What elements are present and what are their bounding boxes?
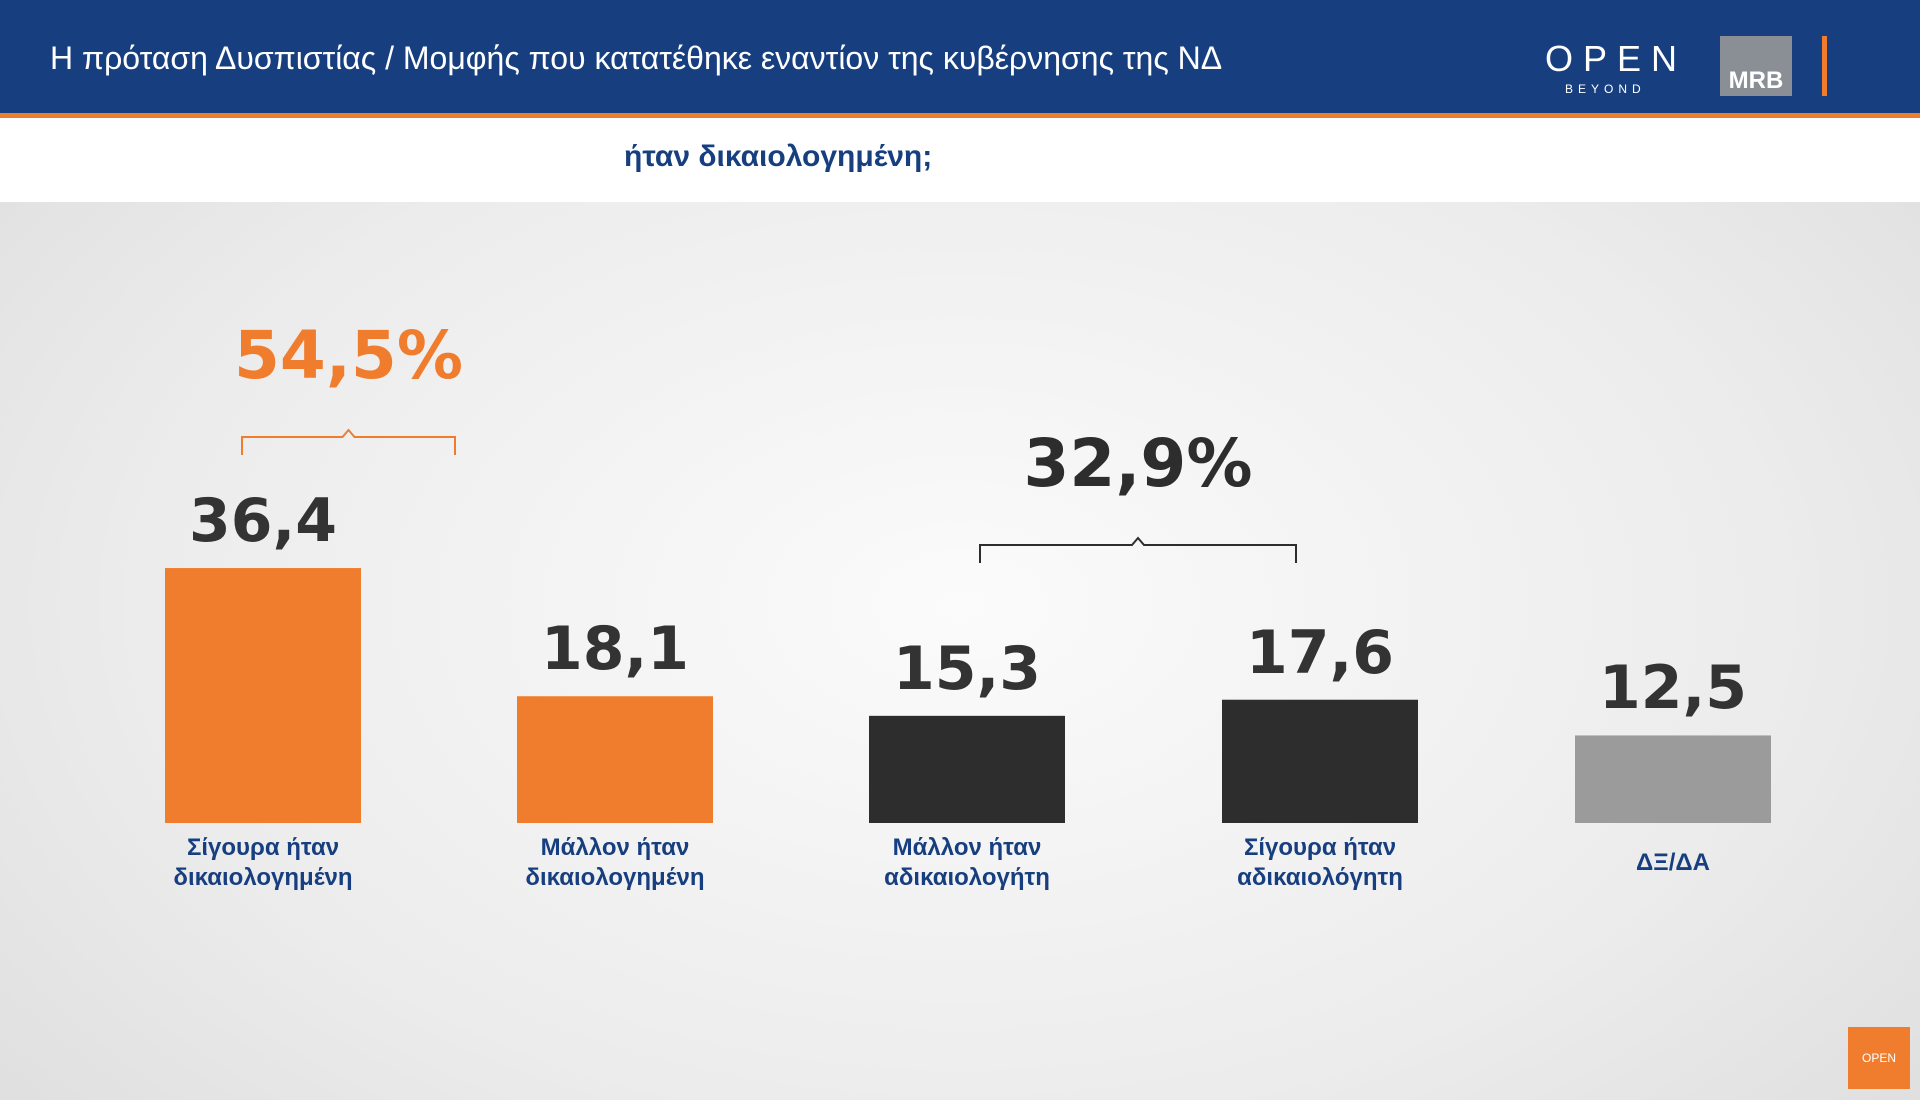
group-total: 32,9% <box>1023 425 1253 502</box>
category-label: ΔΞ/ΔΑ <box>1636 849 1710 876</box>
value-label: 17,6 <box>1245 617 1395 688</box>
bracket <box>979 536 1297 563</box>
logo: OPEN <box>1545 38 1688 79</box>
category-label: Σίγουρα ήταν αδικαιολόγητη <box>1237 834 1403 891</box>
bar <box>165 568 361 823</box>
value-label: 12,5 <box>1598 653 1748 724</box>
partner-logo: MRB <box>1720 36 1792 96</box>
value-label: 15,3 <box>892 633 1042 704</box>
group-total: 54,5% <box>234 317 463 394</box>
value-label: 36,4 <box>188 486 338 557</box>
bracket <box>241 428 456 455</box>
bar <box>1222 699 1418 823</box>
value-label: 18,1 <box>540 614 690 685</box>
category-label: Μάλλον ήταν αδικαιολογήτη <box>884 834 1050 891</box>
header-bar: Η πρόταση Δυσπιστίας / Μομφής που κατατέ… <box>0 0 1920 118</box>
subtitle: ήταν δικαιολογημένη; <box>624 140 933 173</box>
divider <box>1822 36 1827 96</box>
corner-logo: OPEN <box>1848 1027 1910 1089</box>
subtitle-bar <box>0 118 1920 202</box>
category-label: Σίγουρα ήταν δικαιολογημένη <box>173 834 353 891</box>
bar <box>517 696 713 823</box>
bar <box>1575 735 1771 823</box>
bar <box>869 715 1065 823</box>
title: Η πρόταση Δυσπιστίας / Μομφής που κατατέ… <box>50 40 1223 76</box>
logo-subtext: BEYOND <box>1565 82 1646 96</box>
category-label: Μάλλον ήταν δικαιολογημένη <box>525 834 705 891</box>
